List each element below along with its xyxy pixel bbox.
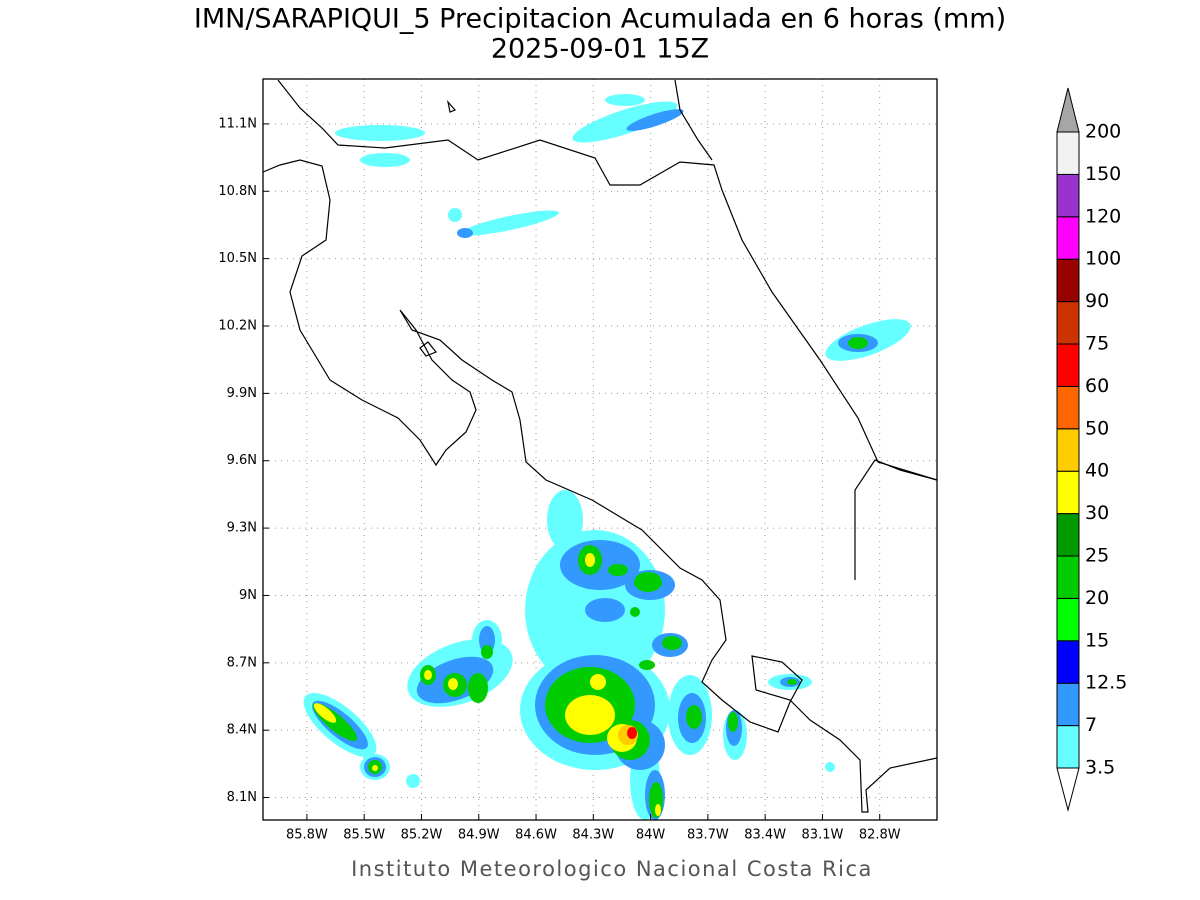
colorbar-label: 20 (1085, 587, 1109, 609)
colorbar-label: 90 (1085, 290, 1109, 312)
colorbar-label: 100 (1085, 248, 1121, 270)
x-tick-label: 83.7W (687, 828, 729, 843)
colorbar-label: 25 (1085, 545, 1109, 567)
colorbar-segment (1056, 513, 1080, 557)
colorbar-label: 30 (1085, 502, 1109, 524)
colorbar-label: 7 (1085, 714, 1097, 736)
colorbar-segment (1056, 131, 1080, 175)
colorbar-label: 75 (1085, 333, 1109, 355)
x-tick-label: 85.8W (286, 828, 328, 843)
x-tick-label: 83.1W (802, 828, 844, 843)
colorbar-segment (1056, 470, 1080, 515)
colorbar-label: 150 (1085, 163, 1121, 185)
axis-ticks: 85.8W 85.5W 85.2W 84.9W 84.6W 84.3W 84W 83.7W 83… (218, 116, 900, 842)
colorbar-label: 12.5 (1085, 672, 1127, 694)
x-tick-label: 84.6W (515, 828, 557, 843)
y-tick-label: 10.2N (218, 319, 257, 334)
y-tick-label: 10.5N (218, 251, 257, 266)
x-tick-label: 83.4W (744, 828, 786, 843)
colorbar-segment (1056, 555, 1080, 599)
y-tick-label: 10.8N (218, 184, 257, 199)
y-tick-label: 8.4N (227, 723, 257, 738)
colorbar-label: 15 (1085, 629, 1109, 651)
x-tick-label: 85.2W (401, 828, 443, 843)
colorbar-over (1056, 87, 1080, 133)
colorbar-label: 40 (1085, 460, 1109, 482)
y-tick-label: 9.3N (227, 521, 257, 536)
footer: Instituto Meteorologico Nacional Costa R… (351, 857, 873, 881)
x-tick-label: 84W (636, 828, 666, 843)
colorbar-label: 3.5 (1085, 757, 1115, 779)
colorbar-segment (1056, 725, 1080, 769)
colorbar-segment (1056, 428, 1080, 472)
colorbar-segment (1056, 173, 1080, 218)
colorbar-label: 200 (1085, 121, 1121, 143)
y-tick-label: 8.7N (227, 655, 257, 670)
precipitation (303, 94, 911, 820)
y-tick-label: 8.1N (227, 790, 257, 805)
colorbar-segment (1056, 682, 1080, 727)
colorbar-segment (1056, 343, 1080, 387)
colorbar-under (1056, 767, 1080, 812)
colorbar-segment (1056, 385, 1080, 430)
x-tick-label: 84.3W (572, 828, 614, 843)
colorbar-label: 60 (1085, 375, 1109, 397)
y-tick-label: 9N (239, 588, 257, 603)
title: IMN/SARAPIQUI_5 Precipitacion Acumulada … (194, 4, 1006, 35)
colorbar-segment (1056, 301, 1080, 345)
y-tick-label: 9.9N (227, 386, 257, 401)
colorbar-segment (1056, 216, 1080, 260)
subtitle: 2025-09-01 15Z (491, 34, 709, 65)
colorbar-segment (1056, 258, 1080, 303)
colorbar-segment (1056, 640, 1080, 684)
colorbar-label: 50 (1085, 417, 1109, 439)
colorbar-segment (1056, 597, 1080, 642)
colorbar: 3.5 7 12.5 15 20 25 30 40 50 60 75 90 100 120 150 200 (1056, 87, 1127, 812)
coastlines (262, 79, 938, 813)
x-tick-label: 84.9W (458, 828, 500, 843)
y-tick-label: 9.6N (227, 453, 257, 468)
x-tick-label: 85.5W (343, 828, 385, 843)
x-tick-label: 82.8W (859, 828, 901, 843)
plot-frame (262, 78, 938, 821)
y-tick-label: 11.1N (218, 116, 257, 131)
colorbar-label: 120 (1085, 205, 1121, 227)
